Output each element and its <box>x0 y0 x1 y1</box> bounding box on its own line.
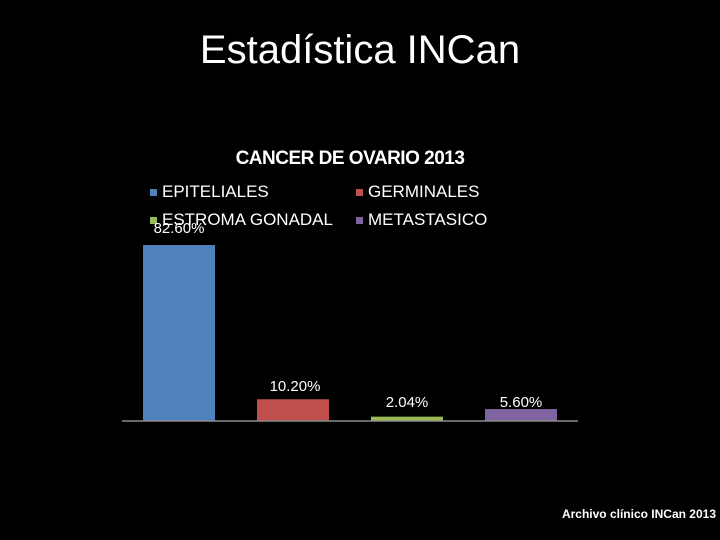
bar-epiteliales <box>143 245 215 421</box>
data-label-metastasico: 5.60% <box>500 394 543 411</box>
legend-swatch-metastasico <box>356 216 363 224</box>
data-label-epiteliales: 82.60% <box>154 220 205 237</box>
slide-title: Estadística INCan <box>199 28 521 72</box>
data-label-estroma-gonadal: 2.04% <box>386 394 429 411</box>
legend-item-epiteliales: EPITELIALES <box>150 182 269 202</box>
legend-label-epiteliales: EPITELIALES <box>162 182 269 201</box>
legend-label-germinales: GERMINALES <box>368 182 480 201</box>
chart-title: CANCER DE OVARIO 2013 <box>235 148 465 169</box>
bar-estroma-gonadal <box>371 416 443 421</box>
legend-item-germinales: GERMINALES <box>356 182 479 202</box>
legend-label-metastasico: METASTASICO <box>368 210 488 229</box>
legend-item-metastasico: METASTASICO <box>356 210 487 230</box>
bar-germinales <box>257 399 329 421</box>
source-footnote: Archivo clínico INCan 2013 <box>561 507 716 521</box>
legend-swatch-estroma-gonadal <box>150 216 157 224</box>
bar-metastasico <box>485 409 557 421</box>
legend-swatch-epiteliales <box>150 188 157 196</box>
legend-item-estroma-gonadal: ESTROMA GONADAL <box>150 210 333 230</box>
data-label-germinales: 10.20% <box>270 378 321 395</box>
legend-swatch-germinales <box>356 188 363 196</box>
legend-label-estroma-gonadal: ESTROMA GONADAL <box>162 210 333 229</box>
